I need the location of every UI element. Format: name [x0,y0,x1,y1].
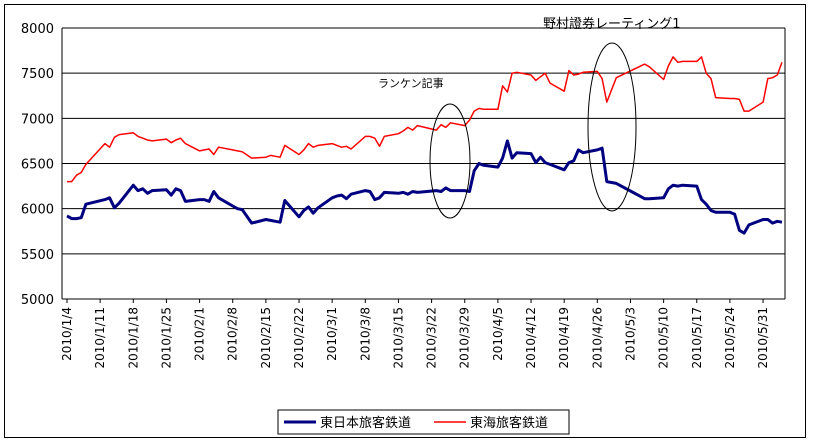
x-tick-label: 2010/5/10 [657,307,671,369]
legend-box [277,409,570,435]
axes [61,27,786,300]
series-line-jr-central [67,56,783,183]
x-tick-label: 2010/4/5 [491,307,505,361]
legend-label-jr-central: 東海旅客鉄道 [470,415,548,431]
annotation-nomura-label: 野村證券レーティング1 [543,16,681,32]
annotations: ランケン記事 野村證券レーティング1 [378,16,681,219]
x-tick-label: 2010/5/17 [690,307,704,369]
annotation-rankin-label: ランケン記事 [378,76,444,90]
annotation-ellipse-rankin [429,103,471,219]
x-tick-label: 2010/3/1 [325,307,339,361]
x-tick-label: 2010/1/18 [126,307,140,369]
series-line-jr-east [66,139,783,235]
y-tick-label: 7500 [21,67,54,82]
y-tick-label: 7000 [21,112,54,127]
x-tick-label: 2010/5/3 [623,307,637,361]
series-lines [66,56,783,235]
y-tick-label: 5500 [21,248,54,263]
y-tick-label: 5000 [21,293,54,308]
x-tick-label: 2010/2/22 [292,307,306,369]
x-tick-label: 2010/1/4 [60,307,74,361]
legend-label-jr-east: 東日本旅客鉄道 [320,415,411,431]
y-tick-label: 6000 [21,203,54,218]
x-tick-label: 2010/5/31 [756,307,770,369]
x-tick-label: 2010/1/11 [93,307,107,369]
annotation-ellipse-nomura [587,42,637,212]
chart-frame [4,4,806,438]
y-tick-label: 8000 [21,22,54,37]
y-tick-labels: 5000 5500 6000 6500 7000 7500 8000 [21,22,54,308]
x-tick-label: 2010/2/8 [226,307,240,361]
x-tick-label: 2010/4/12 [524,307,538,369]
x-tick-label: 2010/3/8 [358,307,372,361]
x-tick-label: 2010/4/26 [590,307,604,369]
x-tick-label: 2010/3/22 [425,307,439,369]
x-tick-labels: 2010/1/4 2010/1/11 2010/1/18 2010/1/25 2010/… [60,299,770,369]
x-tick-label: 2010/3/15 [391,307,405,369]
x-tick-label: 2010/2/1 [193,307,207,361]
x-tick-label: 2010/5/24 [723,307,737,369]
x-tick-label: 2010/4/19 [557,307,571,369]
y-tick-label: 6500 [21,158,54,173]
x-tick-label: 2010/3/29 [458,307,472,369]
x-tick-label: 2010/1/25 [159,307,173,369]
x-tick-label: 2010/2/15 [259,307,273,369]
legend: 東日本旅客鉄道 東海旅客鉄道 [277,409,570,435]
